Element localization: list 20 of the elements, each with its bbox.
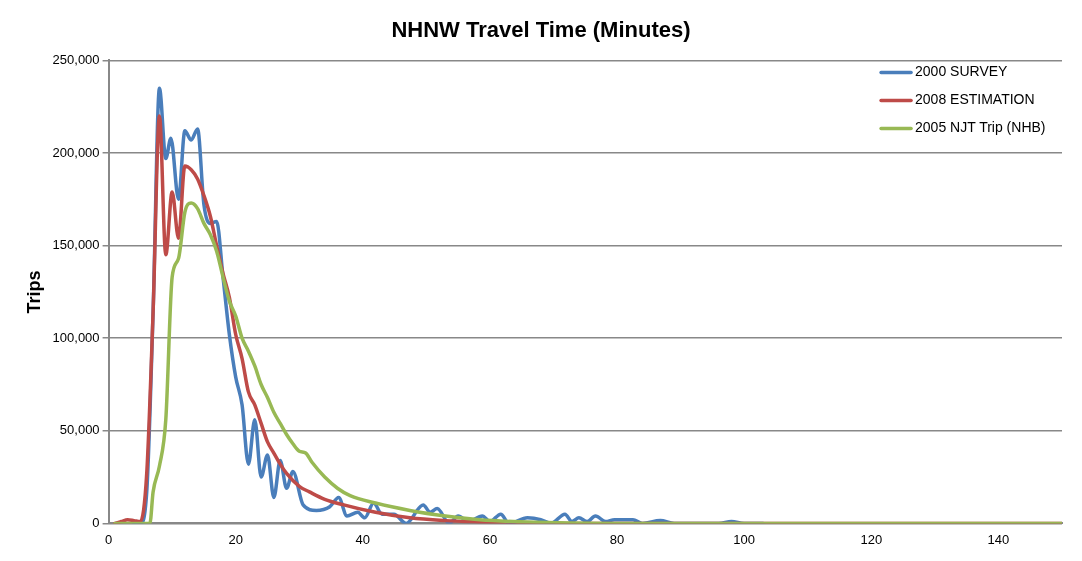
chart-title: NHNW Travel Time (Minutes) (391, 17, 691, 43)
y-tick-label: 150,000 (52, 237, 100, 253)
y-tick-label: 50,000 (59, 422, 100, 438)
y-tick-label: 0 (92, 514, 100, 530)
y-tick-label: 200,000 (52, 144, 100, 160)
line-series (113, 201, 1062, 524)
y-tick-label: 100,000 (52, 329, 100, 345)
x-tick-label: 20 (228, 531, 243, 547)
legend-label: 2000 SURVEY (915, 63, 1009, 80)
legend-label: 2008 ESTIMATION (915, 91, 1035, 108)
x-tick-label: 140 (987, 531, 1010, 547)
y-axis-title: Trips (23, 270, 44, 314)
x-tick-label: 100 (733, 531, 756, 547)
legend-label: 2005 NJT Trip (NHB) (915, 119, 1046, 136)
x-tick-label: 0 (104, 531, 113, 547)
y-tick-label: 250,000 (52, 51, 100, 67)
x-tick-label: 40 (355, 531, 371, 547)
x-tick-label: 60 (482, 531, 498, 547)
x-tick-label: 120 (860, 531, 883, 547)
x-tick-label: 80 (609, 531, 625, 547)
